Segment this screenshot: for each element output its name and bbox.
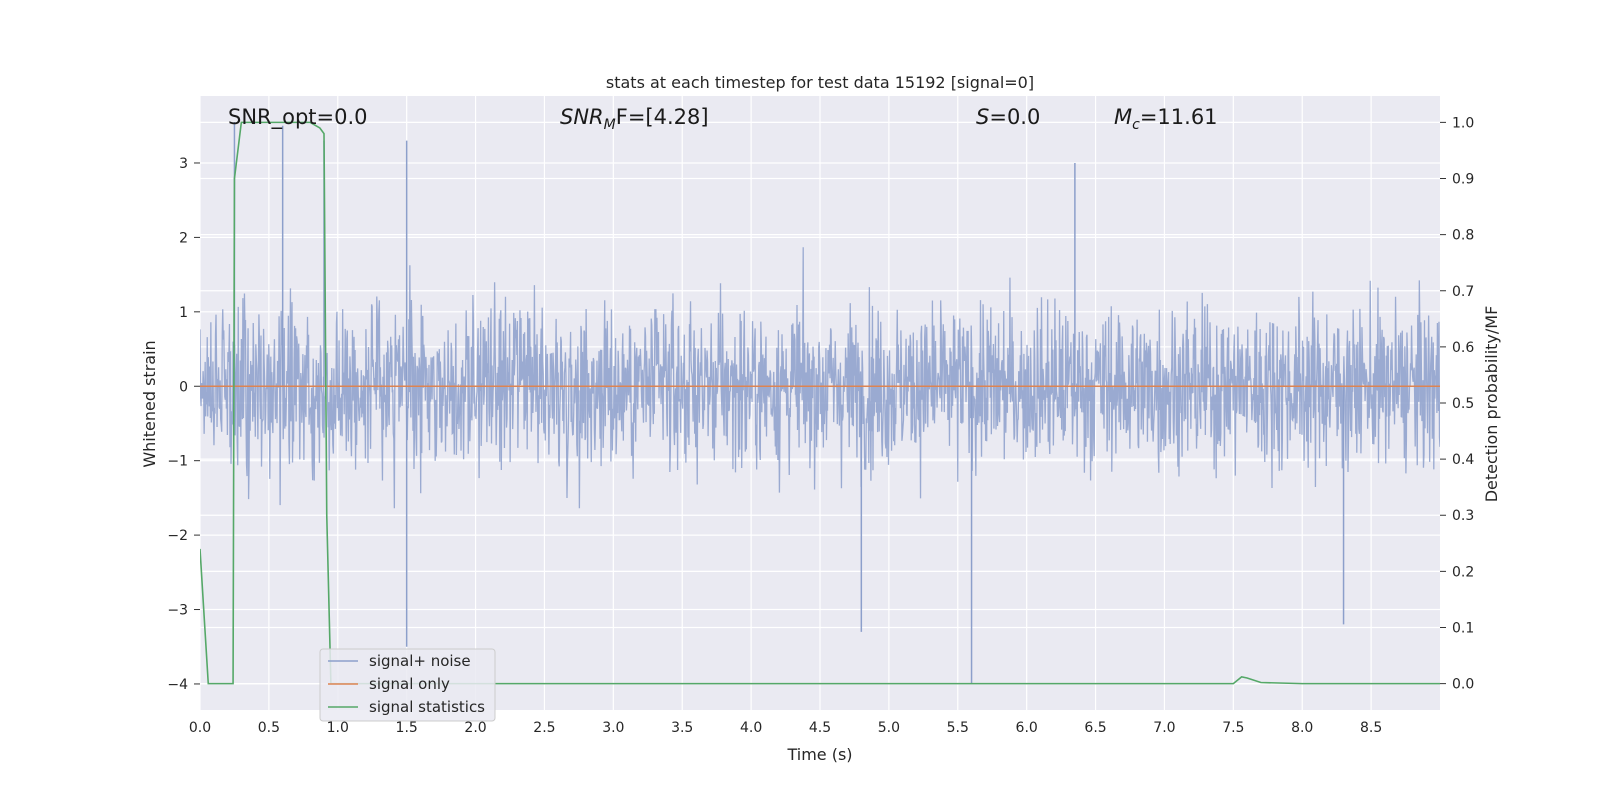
x-tick-label: 2.0 xyxy=(464,720,486,736)
y-tick-label: −4 xyxy=(167,677,188,693)
y2-axis-label: Detection probability/MF xyxy=(1482,306,1501,503)
y-tick-label: 3 xyxy=(179,156,188,172)
x-tick-label: 1.0 xyxy=(327,720,349,736)
x-tick-label: 4.0 xyxy=(740,720,762,736)
y2-tick-label: 0.6 xyxy=(1452,340,1474,356)
y2-tick-label: 0.9 xyxy=(1452,172,1474,188)
x-tick-label: 5.5 xyxy=(947,720,969,736)
y2-tick-label: 0.1 xyxy=(1452,620,1474,636)
x-tick-label: 6.0 xyxy=(1016,720,1038,736)
x-tick-label: 4.5 xyxy=(809,720,831,736)
y2-tick-label: 1.0 xyxy=(1452,115,1474,131)
y2-tick-label: 0.5 xyxy=(1452,396,1474,412)
y-tick-label: 1 xyxy=(179,305,188,321)
y2-tick-labels: 0.0 0.1 0.2 0.3 0.4 0.5 0.6 0.7 0.8 0.9 1.0 xyxy=(1452,115,1474,692)
y2-tick-label: 0.7 xyxy=(1452,284,1474,300)
legend-box xyxy=(319,648,496,722)
y-tick-label: −1 xyxy=(167,454,188,470)
annotation-s-rest: =0.0 xyxy=(989,105,1040,129)
legend-label-signal-noise: signal+ noise xyxy=(369,652,471,670)
y-tick-labels: −4 −3 −2 −1 0 1 2 3 xyxy=(167,156,188,693)
annotation-snr-mf: SNRMF=[4.28] xyxy=(560,105,709,133)
annotation-s: S=0.0 xyxy=(976,105,1040,129)
annotation-mc: Mc=11.61 xyxy=(1114,105,1218,133)
y-tick-label: 0 xyxy=(179,379,188,395)
x-tick-label: 6.5 xyxy=(1084,720,1106,736)
annotation-snr-mf-base: SNR xyxy=(560,105,604,129)
y2-tick-label: 0.4 xyxy=(1452,452,1474,468)
y2-tick-label: 0.0 xyxy=(1452,677,1474,693)
annotation-mc-rest: =11.61 xyxy=(1140,105,1218,129)
annotation-snr-mf-rest: F=[4.28] xyxy=(616,105,709,129)
annotation-mc-sub: c xyxy=(1132,117,1140,133)
x-tick-label: 0.0 xyxy=(189,720,211,736)
x-tick-label: 5.0 xyxy=(878,720,900,736)
annotation-mc-base: M xyxy=(1114,105,1132,129)
x-tick-label: 8.5 xyxy=(1360,720,1382,736)
y2-tick-label: 0.8 xyxy=(1452,228,1474,244)
y2-tick-label: 0.3 xyxy=(1452,508,1474,524)
legend-label-signal-only: signal only xyxy=(369,675,450,693)
x-tick-label: 3.5 xyxy=(671,720,693,736)
annotation-snr-opt: SNR_opt=0.0 xyxy=(228,105,368,130)
x-tick-labels: 0.0 0.5 1.0 1.5 2.0 2.5 3.0 3.5 4.0 4.5 5.0 5.5 6.0 6… xyxy=(189,720,1382,736)
y-axis-label: Whitened strain xyxy=(140,340,159,467)
x-tick-label: 7.0 xyxy=(1153,720,1175,736)
x-tick-label: 3.0 xyxy=(602,720,624,736)
x-tick-label: 0.5 xyxy=(258,720,280,736)
x-tick-label: 8.0 xyxy=(1291,720,1313,736)
x-tick-label: 2.5 xyxy=(533,720,555,736)
legend: signal+ noise signal only signal statist… xyxy=(319,648,496,722)
y-tick-label: 2 xyxy=(179,230,188,246)
x-tick-label: 7.5 xyxy=(1222,720,1244,736)
x-tick-label: 1.5 xyxy=(396,720,418,736)
annotation-snr-mf-sub: M xyxy=(604,117,616,133)
x-axis-label: Time (s) xyxy=(786,745,852,764)
y-tick-label: −3 xyxy=(167,603,188,619)
y-tick-label: −2 xyxy=(167,528,188,544)
annotation-s-base: S xyxy=(976,105,989,129)
y2-tick-label: 0.2 xyxy=(1452,564,1474,580)
chart-title: stats at each timestep for test data 151… xyxy=(606,73,1034,92)
legend-label-signal-statistics: signal statistics xyxy=(369,698,485,716)
